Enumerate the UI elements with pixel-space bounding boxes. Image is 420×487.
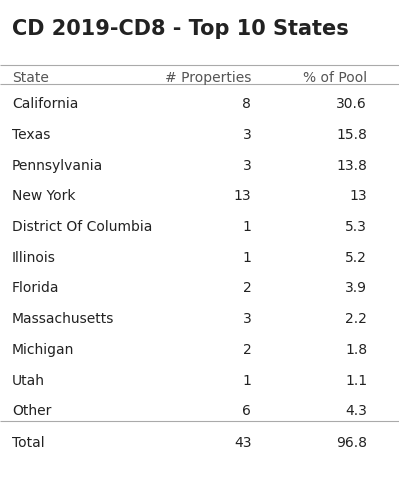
Text: 1: 1 xyxy=(242,374,251,388)
Text: 5.2: 5.2 xyxy=(345,251,367,265)
Text: 13: 13 xyxy=(349,189,367,204)
Text: 5.3: 5.3 xyxy=(345,220,367,234)
Text: CD 2019-CD8 - Top 10 States: CD 2019-CD8 - Top 10 States xyxy=(12,19,349,39)
Text: 1: 1 xyxy=(242,220,251,234)
Text: 1: 1 xyxy=(242,251,251,265)
Text: % of Pool: % of Pool xyxy=(303,71,367,85)
Text: Texas: Texas xyxy=(12,128,50,142)
Text: 6: 6 xyxy=(242,404,251,418)
Text: 2.2: 2.2 xyxy=(345,312,367,326)
Text: 4.3: 4.3 xyxy=(345,404,367,418)
Text: New York: New York xyxy=(12,189,76,204)
Text: 8: 8 xyxy=(242,97,251,112)
Text: 1.8: 1.8 xyxy=(345,343,367,357)
Text: Total: Total xyxy=(12,436,45,450)
Text: District Of Columbia: District Of Columbia xyxy=(12,220,152,234)
Text: 13: 13 xyxy=(234,189,251,204)
Text: 2: 2 xyxy=(243,343,251,357)
Text: 3: 3 xyxy=(243,159,251,173)
Text: 30.6: 30.6 xyxy=(336,97,367,112)
Text: Other: Other xyxy=(12,404,51,418)
Text: 1.1: 1.1 xyxy=(345,374,367,388)
Text: Michigan: Michigan xyxy=(12,343,74,357)
Text: 43: 43 xyxy=(234,436,251,450)
Text: 2: 2 xyxy=(243,281,251,296)
Text: State: State xyxy=(12,71,49,85)
Text: Pennsylvania: Pennsylvania xyxy=(12,159,103,173)
Text: 13.8: 13.8 xyxy=(336,159,367,173)
Text: 96.8: 96.8 xyxy=(336,436,367,450)
Text: 3: 3 xyxy=(243,128,251,142)
Text: Illinois: Illinois xyxy=(12,251,56,265)
Text: Florida: Florida xyxy=(12,281,60,296)
Text: Massachusetts: Massachusetts xyxy=(12,312,114,326)
Text: # Properties: # Properties xyxy=(165,71,251,85)
Text: Utah: Utah xyxy=(12,374,45,388)
Text: 3.9: 3.9 xyxy=(345,281,367,296)
Text: 3: 3 xyxy=(243,312,251,326)
Text: 15.8: 15.8 xyxy=(336,128,367,142)
Text: California: California xyxy=(12,97,79,112)
